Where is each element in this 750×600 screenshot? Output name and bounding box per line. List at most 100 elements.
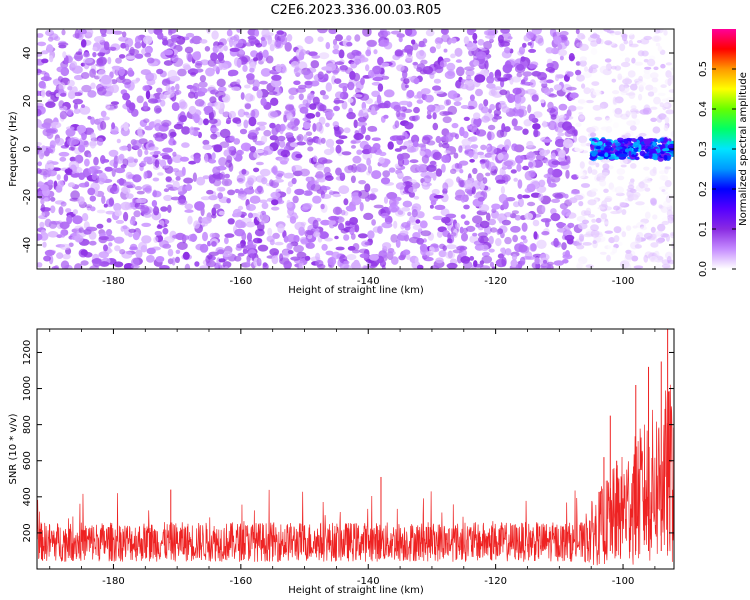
heatmap-cell (397, 210, 404, 215)
heatmap-cell (70, 190, 80, 200)
heatmap-cell (270, 78, 282, 88)
heatmap-cell (332, 38, 338, 46)
heatmap-cell (541, 205, 546, 214)
heatmap-cell (668, 89, 674, 93)
heatmap-cell (643, 232, 653, 240)
heatmap-cell (500, 247, 505, 253)
heatmap-cell (270, 111, 281, 118)
heatmap-cell (604, 40, 613, 46)
heatmap-cell (576, 42, 584, 48)
heatmap-cell (654, 263, 661, 269)
heatmap-cell (346, 41, 353, 47)
heatmap-cell (466, 29, 475, 36)
heatmap-cell (247, 243, 257, 248)
heatmap-cell (555, 222, 567, 227)
heatmap-cell (96, 223, 104, 229)
heatmap-cell (546, 176, 552, 185)
heatmap-cell (614, 96, 624, 104)
heatmap-cell (201, 216, 212, 224)
heatmap-cell (590, 224, 599, 232)
heatmap-y-tick-label: 40 (22, 47, 33, 60)
heatmap-cell (179, 156, 189, 162)
heatmap-cell (522, 128, 529, 135)
heatmap-cell (114, 167, 126, 174)
heatmap-cell (186, 84, 194, 90)
heatmap-cell (633, 265, 644, 269)
heatmap-cell (226, 198, 231, 204)
heatmap-signal-cell (628, 150, 632, 158)
heatmap-cell (172, 151, 177, 157)
heatmap-cell (100, 155, 106, 164)
heatmap-cell (396, 64, 405, 72)
heatmap-cell (105, 104, 111, 109)
heatmap-cell (142, 85, 150, 92)
heatmap-cell (629, 125, 637, 131)
heatmap-cell (426, 114, 432, 120)
heatmap-cell (118, 54, 126, 59)
heatmap-signal-cell (624, 148, 631, 153)
heatmap-cell (660, 63, 666, 69)
heatmap-cell (212, 166, 221, 175)
heatmap-cell (66, 126, 75, 130)
heatmap-cell (445, 99, 452, 106)
heatmap-cell (433, 78, 441, 84)
heatmap-cell (652, 126, 661, 134)
heatmap-cell (495, 238, 502, 247)
heatmap-cell (320, 219, 331, 226)
heatmap-cell (41, 122, 52, 129)
heatmap-cell (507, 93, 516, 103)
heatmap-cell (244, 103, 252, 110)
heatmap-cell (559, 114, 567, 119)
heatmap-cell (72, 98, 84, 105)
heatmap-cell (353, 132, 364, 141)
heatmap-cell (101, 33, 107, 37)
heatmap-cell (638, 93, 643, 101)
heatmap-cell (118, 178, 125, 186)
heatmap-x-tick-label: -120 (484, 276, 507, 287)
heatmap-cell (605, 115, 610, 121)
heatmap-cell (454, 162, 460, 169)
heatmap-cell (419, 49, 425, 57)
heatmap-cell (176, 241, 188, 250)
heatmap-cell (226, 29, 233, 37)
heatmap-cell (470, 123, 478, 133)
heatmap-cell (590, 40, 598, 47)
heatmap-cell (600, 126, 609, 131)
heatmap-cell (613, 235, 620, 243)
heatmap-cell (367, 107, 372, 113)
heatmap-cell (424, 94, 434, 103)
heatmap-cell (37, 90, 41, 96)
heatmap-cell (440, 193, 449, 203)
heatmap-cell (441, 33, 450, 43)
heatmap-cell (587, 166, 593, 174)
heatmap-signal-cell (654, 138, 658, 143)
heatmap-cell (419, 220, 428, 229)
heatmap-cell (194, 261, 200, 267)
heatmap-cell (325, 138, 335, 148)
heatmap-cell (493, 109, 501, 116)
heatmap-cell (472, 152, 479, 160)
heatmap-cell (339, 65, 348, 71)
heatmap-cell (74, 154, 84, 164)
heatmap-cell (188, 105, 197, 115)
heatmap-cell (360, 57, 369, 63)
heatmap-cell (119, 145, 129, 151)
heatmap-cell (255, 161, 264, 166)
heatmap-cell (81, 84, 92, 93)
heatmap-cell (211, 207, 217, 216)
heatmap-cell (459, 180, 465, 188)
heatmap-cell (103, 41, 110, 51)
heatmap-cell (210, 52, 218, 62)
heatmap-cell (665, 251, 673, 260)
heatmap-cell (250, 109, 256, 118)
heatmap-cell (581, 83, 586, 89)
heatmap-cell (396, 33, 405, 38)
heatmap-cell (381, 75, 390, 80)
heatmap-cell (240, 142, 252, 152)
heatmap-cell (642, 179, 652, 184)
heatmap-cell (420, 59, 428, 65)
heatmap-cell (218, 58, 225, 64)
heatmap-cell (334, 78, 342, 84)
heatmap-cell (398, 36, 403, 43)
heatmap-cell (574, 146, 584, 152)
